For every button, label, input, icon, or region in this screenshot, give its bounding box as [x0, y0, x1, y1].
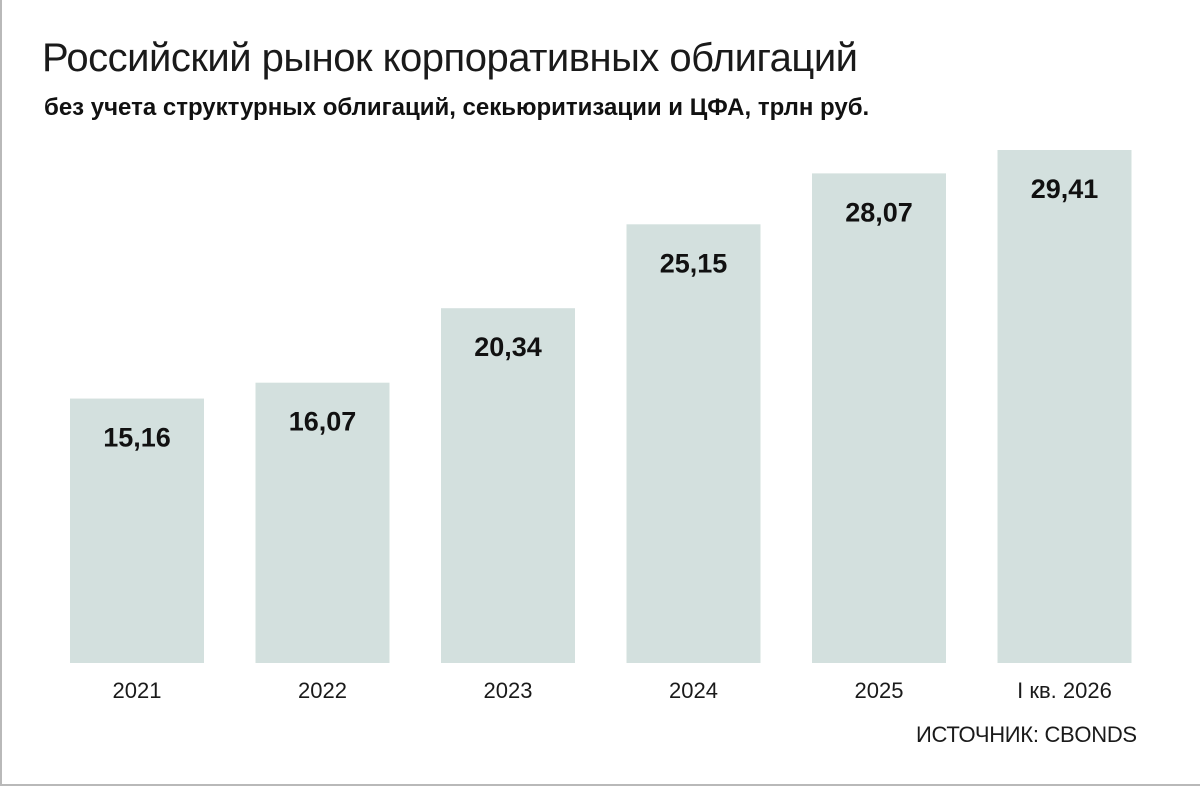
category-label-4: 2024 — [669, 678, 718, 703]
value-label-1: 15,16 — [103, 423, 171, 453]
bar-2 — [255, 382, 390, 663]
chart-subtitle: без учета структурных облигаций, секьюри… — [44, 94, 870, 121]
value-label-4: 25,15 — [660, 248, 728, 278]
value-label-5: 28,07 — [845, 197, 913, 227]
source-note: ИСТОЧНИК: CBONDS — [916, 722, 1137, 747]
value-label-3: 20,34 — [474, 332, 542, 362]
chart-title: Российский рынок корпоративных облигаций — [42, 36, 858, 80]
bar-1 — [70, 398, 204, 663]
category-label-3: 2023 — [484, 678, 533, 703]
value-label-6: 29,41 — [1031, 174, 1099, 204]
bar-6 — [997, 150, 1132, 663]
category-label-6: I кв. 2026 — [1017, 678, 1112, 703]
value-label-2: 16,07 — [289, 407, 357, 437]
bar-3 — [441, 308, 575, 663]
category-label-2: 2022 — [298, 678, 347, 703]
category-label-1: 2021 — [113, 678, 162, 703]
category-label-5: 2025 — [855, 678, 904, 703]
bar-4 — [626, 224, 761, 663]
bar-5 — [812, 173, 946, 663]
